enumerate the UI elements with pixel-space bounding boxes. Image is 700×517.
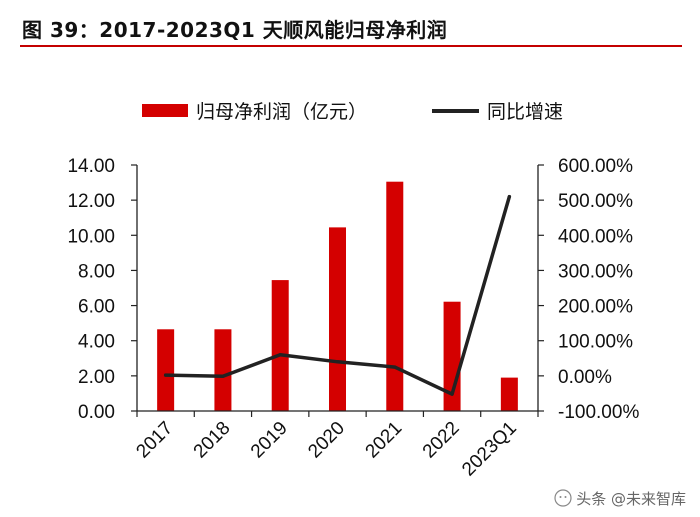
right-tick-label: 100.00% bbox=[558, 332, 633, 353]
right-tick-label: 200.00% bbox=[558, 297, 633, 318]
x-tick-label: 2022 bbox=[419, 418, 464, 463]
left-tick-label: 10.00 bbox=[67, 226, 115, 247]
right-tick-label: 500.00% bbox=[558, 191, 633, 212]
bar-2023Q1 bbox=[500, 377, 518, 411]
axes bbox=[136, 165, 539, 417]
right-tick-label: 600.00% bbox=[558, 156, 633, 177]
x-tick-label: 2017 bbox=[132, 418, 177, 463]
line-series bbox=[163, 194, 512, 396]
growth-point-2021 bbox=[393, 365, 397, 369]
right-tick-label: 300.00% bbox=[558, 261, 633, 282]
legend: 归母净利润（亿元） 同比增速 bbox=[142, 101, 563, 123]
bar-2017 bbox=[157, 329, 175, 411]
growth-point-2019 bbox=[278, 353, 282, 357]
left-tick-label: 14.00 bbox=[67, 156, 115, 177]
left-tick-label: 0.00 bbox=[78, 402, 115, 423]
left-tick-label: 12.00 bbox=[67, 191, 115, 212]
figure-title: 图 39：2017-2023Q1 天顺风能归母净利润 bbox=[22, 18, 448, 42]
right-axis-ticks: -100.00% 0.00% 100.00% 200.00% 300.00% 400.00… bbox=[538, 156, 639, 423]
x-tick-label: 2020 bbox=[304, 418, 349, 463]
bar-2019 bbox=[271, 280, 289, 411]
growth-point-2020 bbox=[335, 360, 340, 364]
left-axis-ticks: 0.00 2.00 4.00 6.00 8.00 10.00 12.00 14.00 bbox=[67, 156, 137, 423]
x-tick-label: 2023Q1 bbox=[458, 418, 521, 481]
x-tick-label: 2018 bbox=[190, 418, 235, 463]
left-tick-label: 8.00 bbox=[78, 261, 115, 282]
bar-2020 bbox=[329, 227, 346, 411]
legend-bar-swatch bbox=[142, 104, 188, 117]
x-tick-label: 2021 bbox=[362, 418, 407, 463]
legend-line-label: 同比增速 bbox=[487, 101, 563, 123]
watermark: 头条 @未来智库 bbox=[554, 488, 686, 509]
right-tick-label: 0.00% bbox=[558, 367, 612, 388]
title-divider bbox=[20, 45, 682, 47]
growth-point-2017 bbox=[164, 373, 168, 377]
left-tick-label: 2.00 bbox=[78, 367, 115, 388]
growth-point-2018 bbox=[221, 374, 225, 378]
right-tick-label: -100.00% bbox=[558, 402, 639, 423]
bar-2021 bbox=[386, 181, 404, 411]
growth-point-2023Q1 bbox=[507, 195, 511, 199]
watermark-text: 头条 @未来智库 bbox=[576, 490, 686, 508]
left-tick-label: 6.00 bbox=[78, 297, 115, 318]
growth-point-2022 bbox=[450, 392, 454, 396]
bar-2018 bbox=[214, 329, 232, 411]
legend-bar-label: 归母净利润（亿元） bbox=[196, 101, 367, 123]
right-tick-label: 400.00% bbox=[558, 226, 633, 247]
wechat-icon bbox=[554, 489, 572, 507]
x-tick-label: 2019 bbox=[247, 418, 292, 463]
left-tick-label: 4.00 bbox=[78, 332, 115, 353]
